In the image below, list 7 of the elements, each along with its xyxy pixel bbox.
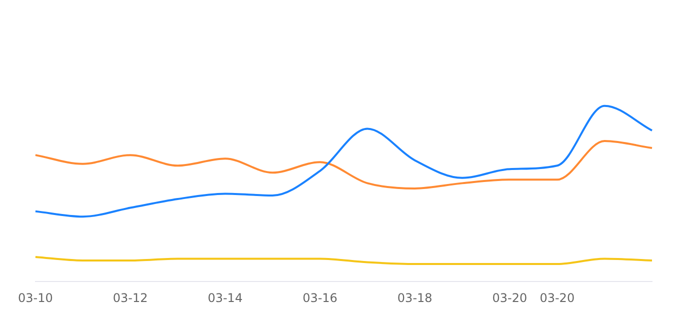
x-tick-label: 03-20 xyxy=(492,290,528,305)
x-tick-label: 03-14 xyxy=(208,290,243,305)
x-tick-label: 03-18 xyxy=(397,290,432,305)
x-tick-label: 03-10 xyxy=(18,290,53,305)
x-tick-label: 03-12 xyxy=(112,290,148,305)
x-tick-label: 03-20 xyxy=(540,290,575,305)
x-tick-label: 03-16 xyxy=(302,290,338,305)
